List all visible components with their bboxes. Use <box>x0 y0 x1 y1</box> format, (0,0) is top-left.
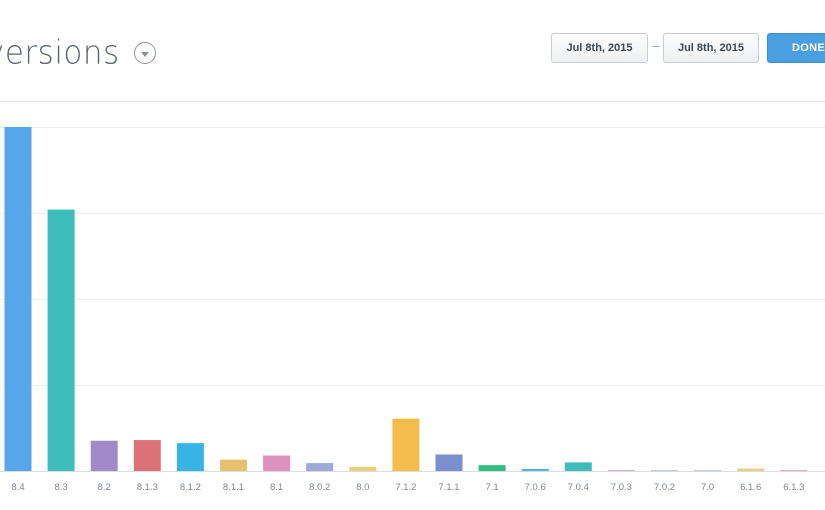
bar-7-0-3[interactable] <box>607 469 635 471</box>
x-tick-label: 8.1.2 <box>180 482 201 493</box>
bar-8-1-3[interactable] <box>133 440 161 471</box>
page-title: versions <box>0 28 156 78</box>
chevron-down-icon[interactable] <box>133 42 156 64</box>
start-date-button[interactable]: Jul 8th, 2015 <box>551 33 648 63</box>
bar-8-1-2[interactable] <box>176 443 204 471</box>
x-tick-label: 8.2 <box>98 482 111 493</box>
x-tick-label: 8.0 <box>356 482 369 493</box>
title-text: versions <box>0 34 120 72</box>
x-tick-label: 8.4 <box>11 482 24 493</box>
end-date-button[interactable]: Jul 8th, 2015 <box>663 33 759 63</box>
x-tick-label: 8.1.1 <box>223 482 244 493</box>
bar-6-1-6[interactable] <box>737 468 765 471</box>
x-tick-label: 7.1 <box>485 482 498 493</box>
done-button[interactable]: DONE <box>767 33 825 63</box>
header-divider <box>0 101 825 102</box>
bar-7-0[interactable] <box>694 470 722 471</box>
bar-8-0[interactable] <box>349 466 377 471</box>
bar-8-1-1[interactable] <box>220 459 247 471</box>
bar-7-1-2[interactable] <box>392 418 420 471</box>
bar-7-0-6[interactable] <box>521 468 549 471</box>
bar-7-0-4[interactable] <box>564 462 592 471</box>
x-tick-label: 7.0.4 <box>568 482 589 493</box>
x-tick-label: 7.0 <box>701 482 714 493</box>
x-tick-label: 8.3 <box>54 482 67 493</box>
x-tick-label: 7.0.2 <box>654 482 675 493</box>
date-separator: – <box>652 38 660 53</box>
bar-8-2[interactable] <box>90 440 118 471</box>
bar-8-1[interactable] <box>263 455 291 471</box>
bar-8-3[interactable] <box>47 209 75 471</box>
bar-7-1-1[interactable] <box>435 454 463 471</box>
x-tick-label: 8.1 <box>270 482 283 493</box>
x-tick-label: 8.0.2 <box>309 482 330 493</box>
bar-7-1[interactable] <box>478 465 506 471</box>
bar-8-4[interactable] <box>4 127 32 471</box>
x-tick-label: 7.1.2 <box>395 482 416 493</box>
x-tick-label: 6.1.6 <box>740 482 761 493</box>
x-tick-label: 7.0.3 <box>611 482 632 493</box>
bar-7-0-2[interactable] <box>651 470 678 471</box>
x-tick-label: 7.1.1 <box>438 482 459 493</box>
x-tick-label: 6.1.3 <box>783 482 804 493</box>
bar-6-1-3[interactable] <box>780 469 808 471</box>
bar-8-0-2[interactable] <box>306 463 334 471</box>
x-tick-label: 7.0.6 <box>525 482 546 493</box>
x-tick-label: 8.1.3 <box>137 482 158 493</box>
